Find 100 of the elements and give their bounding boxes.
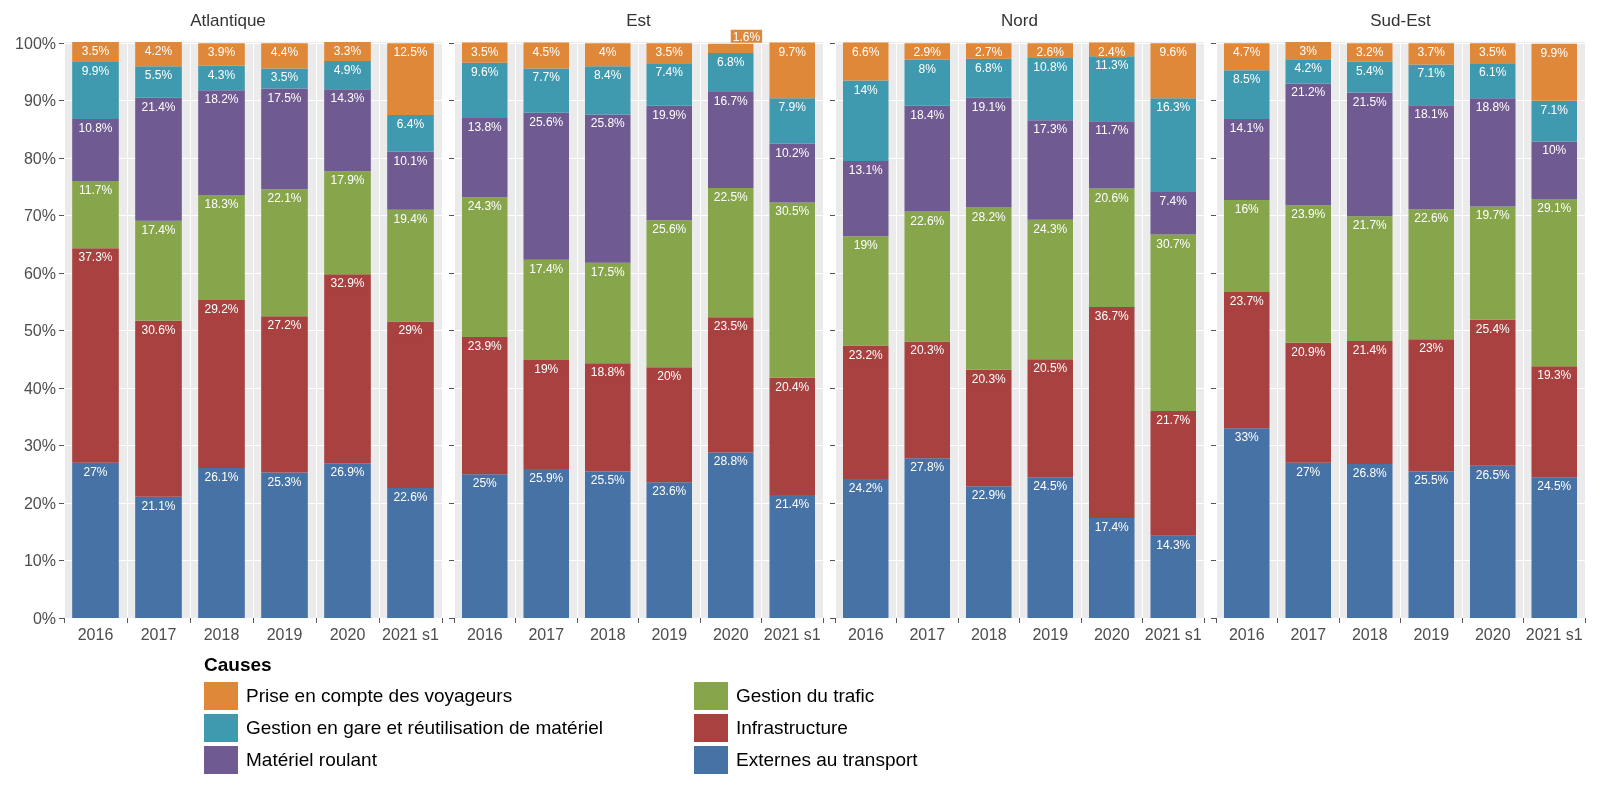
x-tick-label: 2021 s1 <box>763 625 821 643</box>
x-tick-label: 2020 <box>1093 625 1130 643</box>
bar <box>1150 535 1197 618</box>
data-label: 3.9% <box>207 45 236 60</box>
data-label: 9.7% <box>778 44 807 59</box>
bar <box>1408 209 1455 340</box>
data-label: 24.5% <box>1033 479 1068 494</box>
x-tick-label: 2016 <box>466 625 503 643</box>
data-label: 4.9% <box>333 62 362 77</box>
legend-label: Externes au transport <box>736 749 918 771</box>
data-label: 3.3% <box>333 44 362 58</box>
y-tick-label: 80% <box>23 149 56 167</box>
data-label: 26.1% <box>204 469 239 484</box>
data-label: 23.2% <box>848 347 884 362</box>
bar <box>523 259 570 360</box>
bar <box>135 220 182 321</box>
data-label: 23.6% <box>652 484 687 499</box>
bar <box>646 367 693 483</box>
data-label: 2.4% <box>1098 44 1126 59</box>
data-label: 32.9% <box>330 276 365 291</box>
data-label: 19.1% <box>971 99 1007 114</box>
x-tick-label: 2018 <box>589 625 626 643</box>
data-label: 16% <box>1234 202 1260 217</box>
bar <box>72 248 119 463</box>
bar <box>1408 471 1455 618</box>
data-label: 25.8% <box>590 116 626 131</box>
data-label: 11.7% <box>1095 123 1129 138</box>
data-label: 9.9% <box>81 64 110 79</box>
data-label: 20.6% <box>1094 190 1130 205</box>
data-label: 4.4% <box>270 45 299 60</box>
bar <box>843 80 889 161</box>
bar <box>769 494 816 618</box>
data-label: 7.1% <box>1417 66 1446 81</box>
bar <box>198 90 245 195</box>
data-label: 3.5% <box>655 45 684 60</box>
data-label: 18.8% <box>590 365 626 380</box>
data-label: 24.3% <box>467 199 503 214</box>
bar <box>261 88 308 190</box>
bar <box>387 488 434 618</box>
bar <box>1027 219 1074 360</box>
x-tick-label: 2017 <box>1290 625 1327 643</box>
bar <box>1531 141 1578 199</box>
bar <box>1285 83 1332 206</box>
data-label: 1.6% <box>732 29 761 44</box>
bar <box>387 321 434 489</box>
bar <box>324 463 371 618</box>
x-tick-label: 2021 s1 <box>1525 625 1583 643</box>
x-tick-label: 2020 <box>712 625 749 643</box>
data-label: 17.5% <box>267 90 302 105</box>
bar <box>1223 119 1270 201</box>
data-label: 27% <box>83 464 108 479</box>
data-label: 22.5% <box>713 190 749 205</box>
data-label: 11.3% <box>1095 58 1129 73</box>
bar <box>1223 428 1270 618</box>
bar <box>324 171 371 275</box>
data-label: 3.5% <box>270 70 299 85</box>
bar <box>198 194 245 301</box>
data-label: 3.5% <box>471 44 499 59</box>
data-label: 6.6% <box>852 44 880 59</box>
bar <box>1470 319 1516 466</box>
data-label: 17.4% <box>141 222 176 237</box>
data-label: 18.8% <box>1475 100 1511 115</box>
data-label: 18.3% <box>204 196 239 211</box>
bar <box>843 236 889 346</box>
data-label: 30.6% <box>141 322 176 337</box>
bar <box>966 97 1012 208</box>
data-label: 21.4% <box>775 496 810 511</box>
bar <box>1470 465 1516 618</box>
bar <box>646 220 693 368</box>
data-label: 14.3% <box>330 91 365 106</box>
data-label: 11.7% <box>78 183 113 198</box>
bar <box>1531 366 1578 478</box>
bar <box>1347 92 1393 217</box>
bar <box>585 363 631 472</box>
data-label: 4.2% <box>1294 61 1323 76</box>
x-tick-label: 2016 <box>77 625 114 643</box>
x-tick-label: 2021 s1 <box>382 625 440 643</box>
data-label: 18.4% <box>910 107 945 122</box>
bar <box>1223 200 1270 293</box>
x-tick-label: 2017 <box>140 625 177 643</box>
bar <box>1408 105 1455 210</box>
x-tick-label: 2019 <box>1032 625 1069 643</box>
x-tick-label: 2021 s1 <box>1144 625 1202 643</box>
data-label: 25.4% <box>1475 321 1511 336</box>
data-label: 19.7% <box>1475 208 1511 223</box>
bar <box>462 197 508 337</box>
bar <box>1347 463 1393 618</box>
data-label: 36.7% <box>1094 309 1130 324</box>
bar <box>198 300 245 468</box>
data-label: 20.3% <box>971 371 1007 386</box>
bar <box>523 359 570 470</box>
data-label: 13.8% <box>467 119 503 134</box>
data-label: 21.7% <box>1352 218 1388 233</box>
data-label: 19% <box>853 238 879 253</box>
data-label: 21.4% <box>141 99 176 114</box>
bar <box>708 188 754 318</box>
data-label: 9.6% <box>1159 45 1188 60</box>
data-label: 21.2% <box>1291 85 1326 100</box>
bar <box>1088 307 1135 518</box>
data-label: 27% <box>1296 464 1321 479</box>
